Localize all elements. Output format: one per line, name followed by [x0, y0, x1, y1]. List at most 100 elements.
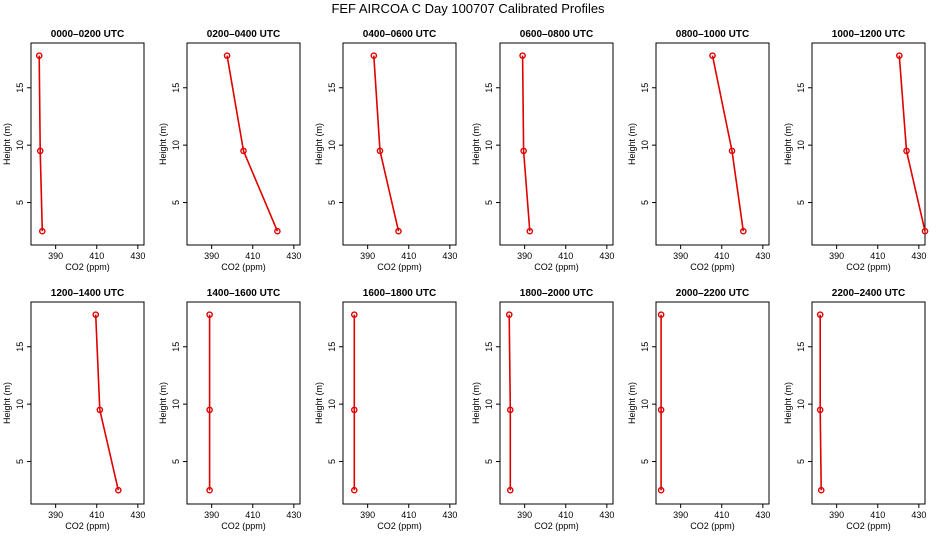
x-tick-label: 390 — [517, 510, 532, 520]
y-tick-label: 15 — [327, 342, 337, 352]
x-tick-label: 410 — [401, 251, 416, 261]
profile-line — [819, 314, 822, 491]
x-tick-label: 410 — [714, 251, 729, 261]
data-point — [350, 406, 358, 414]
x-tick-label: 430 — [130, 510, 145, 520]
panel-12: 2200–2400 UTC 390 410 430 5 10 15 CO2 (ppm) Heig… — [783, 288, 926, 531]
y-axis-label: Height (m) — [783, 123, 793, 165]
plot-frame — [811, 42, 926, 246]
data-point — [506, 486, 514, 494]
profile-line — [38, 55, 44, 232]
x-tick-label: 410 — [714, 510, 729, 520]
panel-title: 0200–0400 UTC — [207, 29, 280, 40]
y-tick-label: 10 — [327, 140, 337, 150]
x-tick-label: 430 — [911, 251, 926, 261]
x-tick-label: 430 — [911, 510, 926, 520]
y-axis-label: Height (m) — [783, 382, 793, 424]
x-tick-label: 430 — [286, 251, 301, 261]
data-point — [350, 486, 358, 494]
y-tick-label: 10 — [171, 399, 181, 409]
panel-11: 2000–2200 UTC 390 410 430 5 10 15 CO2 (ppm) Heig… — [627, 288, 770, 531]
x-tick-label: 430 — [286, 510, 301, 520]
plot-frame — [186, 301, 301, 505]
data-point — [505, 311, 513, 318]
y-tick-label: 15 — [796, 83, 806, 93]
x-tick-label: 430 — [130, 251, 145, 261]
y-tick-label: 15 — [171, 83, 181, 93]
data-point — [728, 147, 736, 155]
data-point — [35, 52, 43, 59]
y-tick-label: 15 — [484, 83, 494, 93]
profile-line — [898, 55, 926, 232]
x-tick-label: 410 — [558, 251, 573, 261]
x-axis-label: CO2 (ppm) — [690, 262, 735, 272]
y-tick-label: 15 — [484, 342, 494, 352]
x-tick-label: 390 — [204, 510, 219, 520]
data-point — [520, 147, 527, 155]
y-tick-label: 5 — [796, 459, 806, 464]
profile-line — [373, 55, 400, 232]
data-point — [395, 227, 402, 235]
y-tick-label: 10 — [640, 140, 650, 150]
data-point — [92, 311, 100, 318]
panel-8: 1400–1600 UTC 390 410 430 5 10 15 CO2 (ppm) Heig… — [158, 288, 301, 531]
data-point — [350, 311, 358, 318]
data-point — [36, 147, 44, 155]
data-point — [657, 406, 665, 414]
x-axis-label: CO2 (ppm) — [690, 521, 735, 531]
y-tick-label: 15 — [327, 83, 337, 93]
x-axis-label: CO2 (ppm) — [534, 262, 579, 272]
x-axis-label: CO2 (ppm) — [534, 521, 579, 531]
plot-frame — [811, 301, 926, 505]
x-tick-label: 410 — [401, 510, 416, 520]
panel-10: 1800–2000 UTC 390 410 430 5 10 15 CO2 (ppm) Heig… — [471, 288, 614, 531]
data-point — [206, 406, 213, 414]
panel-4: 0600–0800 UTC 390 410 430 5 10 15 CO2 (ppm) Heig… — [471, 29, 614, 272]
y-tick-label: 5 — [640, 200, 650, 205]
panel-5: 0800–1000 UTC 390 410 430 5 10 15 CO2 (ppm) Heig… — [627, 29, 770, 272]
data-point — [506, 406, 514, 414]
data-point — [896, 52, 903, 59]
x-tick-label: 390 — [673, 251, 688, 261]
x-tick-label: 390 — [673, 510, 688, 520]
data-point — [96, 406, 104, 414]
y-axis-label: Height (m) — [314, 123, 324, 165]
plot-frame — [655, 42, 770, 246]
y-tick-label: 5 — [15, 200, 25, 205]
y-tick-label: 10 — [796, 399, 806, 409]
x-axis-label: CO2 (ppm) — [221, 262, 266, 272]
x-tick-label: 410 — [558, 510, 573, 520]
panel-1: 0000–0200 UTC 390 410 430 5 10 15 CO2 (ppm) Heig… — [2, 29, 145, 272]
profile-line — [521, 55, 531, 232]
x-tick-label: 390 — [48, 510, 63, 520]
x-tick-label: 390 — [360, 510, 375, 520]
panel-title: 1400–1600 UTC — [207, 288, 280, 299]
y-tick-label: 15 — [796, 342, 806, 352]
x-tick-label: 430 — [442, 251, 457, 261]
data-point — [526, 227, 534, 235]
y-tick-label: 5 — [327, 459, 337, 464]
data-point — [709, 52, 716, 59]
data-point — [657, 311, 665, 318]
panel-title: 1200–1400 UTC — [51, 288, 124, 299]
page-title: FEF AIRCOA C Day 100707 Calibrated Profi… — [331, 1, 605, 16]
y-tick-label: 5 — [15, 459, 25, 464]
x-tick-label: 430 — [599, 510, 614, 520]
y-axis-label: Height (m) — [627, 123, 637, 165]
panel-title: 2000–2200 UTC — [676, 288, 749, 299]
panel-3: 0400–0600 UTC 390 410 430 5 10 15 CO2 (ppm) Heig… — [314, 29, 457, 272]
x-tick-label: 410 — [870, 510, 885, 520]
panel-title: 0600–0800 UTC — [520, 29, 593, 40]
y-tick-label: 10 — [796, 140, 806, 150]
y-tick-label: 10 — [640, 399, 650, 409]
panel-title: 1600–1800 UTC — [363, 288, 436, 299]
x-axis-label: CO2 (ppm) — [65, 262, 110, 272]
plot-frame — [186, 42, 301, 246]
panel-7: 1200–1400 UTC 390 410 430 5 10 15 CO2 (ppm) Heig… — [2, 288, 145, 531]
y-tick-label: 10 — [327, 399, 337, 409]
data-point — [206, 486, 213, 494]
x-axis-label: CO2 (ppm) — [65, 521, 110, 531]
panel-9: 1600–1800 UTC 390 410 430 5 10 15 CO2 (ppm) Heig… — [314, 288, 457, 531]
x-tick-label: 390 — [829, 510, 844, 520]
